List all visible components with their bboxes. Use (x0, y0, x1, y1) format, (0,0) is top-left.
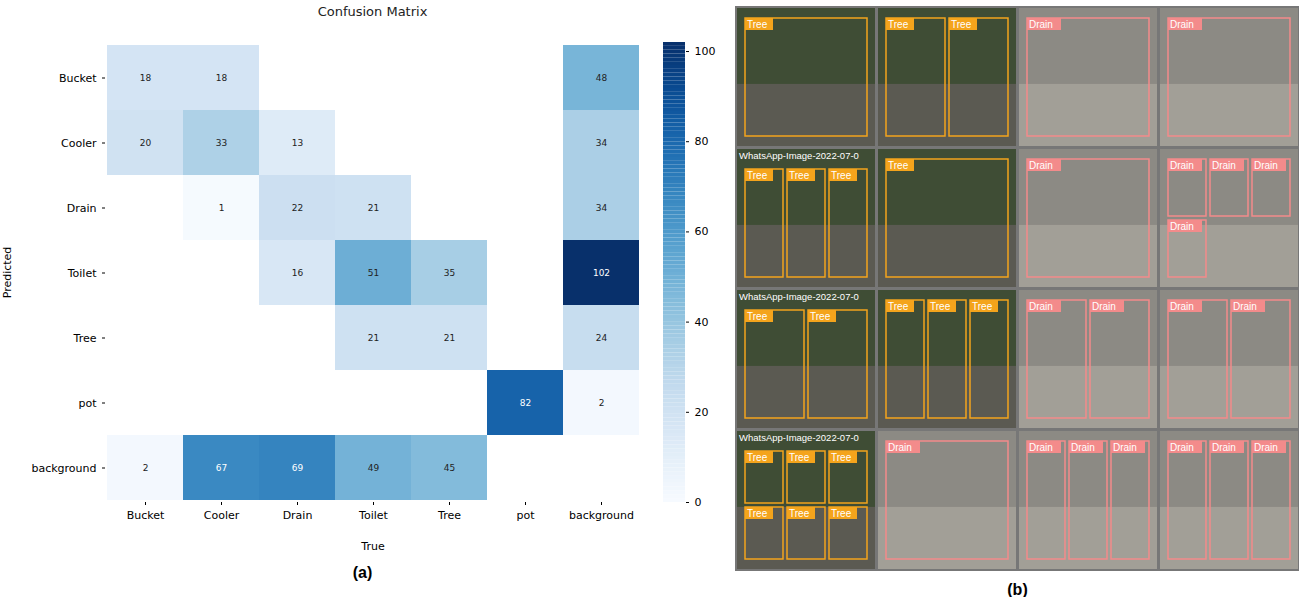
svg-text:Drain: Drain (1029, 301, 1053, 312)
svg-text:Cooler: Cooler (61, 137, 97, 150)
html-text:(b): (b) (1007, 581, 1028, 597)
svg-text:Tree: Tree (972, 301, 993, 312)
svg-text:22: 22 (292, 203, 303, 213)
svg-text:2: 2 (143, 463, 149, 473)
svg-text:Drain: Drain (1113, 442, 1137, 453)
svg-text:Tree: Tree (789, 508, 810, 519)
svg-text:Tree: Tree (831, 170, 852, 181)
svg-text:Drain: Drain (1029, 160, 1053, 171)
svg-text:Drain: Drain (1092, 301, 1116, 312)
svg-text:Drain: Drain (1254, 442, 1278, 453)
svg-text:Drain: Drain (1254, 160, 1278, 171)
svg-text:Tree: Tree (831, 508, 852, 519)
svg-text:Bucket: Bucket (127, 509, 165, 522)
svg-text:18: 18 (140, 73, 152, 83)
svg-text:40: 40 (695, 316, 709, 329)
svg-text:102: 102 (593, 268, 610, 278)
svg-text:82: 82 (520, 398, 531, 408)
svg-text:24: 24 (596, 333, 608, 343)
html-text:Confusion Matrix: Confusion Matrix (317, 4, 428, 19)
svg-text:Drain: Drain (1212, 442, 1236, 453)
svg-text:Drain: Drain (1233, 301, 1257, 312)
html-text:(a): (a) (352, 564, 373, 581)
svg-text:Drain: Drain (1170, 442, 1194, 453)
svg-text:Drain: Drain (888, 442, 912, 453)
svg-text:33: 33 (216, 138, 227, 148)
svg-text:Drain: Drain (1029, 442, 1053, 453)
svg-text:True: True (360, 540, 385, 553)
svg-text:Drain: Drain (1170, 19, 1194, 30)
svg-text:Drain: Drain (1170, 301, 1194, 312)
svg-text:Tree: Tree (747, 508, 768, 519)
svg-text:Tree: Tree (73, 332, 97, 345)
svg-text:background: background (569, 509, 634, 522)
svg-text:35: 35 (444, 268, 455, 278)
svg-text:20: 20 (695, 406, 709, 419)
svg-text:pot: pot (78, 397, 97, 410)
svg-text:2: 2 (599, 398, 605, 408)
svg-text:34: 34 (596, 203, 608, 213)
svg-text:21: 21 (368, 333, 379, 343)
svg-text:Drain: Drain (1170, 221, 1194, 232)
svg-text:Tree: Tree (789, 170, 810, 181)
svg-text:Tree: Tree (789, 452, 810, 463)
svg-text:16: 16 (292, 268, 304, 278)
svg-text:48: 48 (596, 73, 608, 83)
svg-text:69: 69 (292, 463, 304, 473)
svg-text:0: 0 (695, 496, 702, 509)
svg-text:Predicted: Predicted (1, 247, 14, 299)
svg-text:1: 1 (219, 203, 225, 213)
svg-text:Tree: Tree (437, 509, 461, 522)
svg-text:49: 49 (368, 463, 380, 473)
svg-text:Cooler: Cooler (204, 509, 240, 522)
svg-text:Tree: Tree (831, 452, 852, 463)
svg-text:Tree: Tree (888, 301, 909, 312)
svg-text:Tree: Tree (810, 311, 831, 322)
svg-text:Tree: Tree (888, 160, 909, 171)
svg-text:pot: pot (516, 509, 535, 522)
svg-text:Drain: Drain (1071, 442, 1095, 453)
svg-text:Toilet: Toilet (67, 267, 97, 280)
svg-text:background: background (31, 462, 96, 475)
svg-text:Tree: Tree (951, 19, 972, 30)
svg-text:80: 80 (695, 135, 709, 148)
svg-text:67: 67 (216, 463, 227, 473)
svg-text:Tree: Tree (747, 170, 768, 181)
svg-text:21: 21 (444, 333, 455, 343)
svg-text:Tree: Tree (747, 452, 768, 463)
svg-text:Tree: Tree (747, 311, 768, 322)
svg-text:20: 20 (140, 138, 152, 148)
svg-text:100: 100 (695, 45, 716, 58)
svg-text:18: 18 (216, 73, 228, 83)
svg-text:51: 51 (368, 268, 379, 278)
svg-text:60: 60 (695, 225, 709, 238)
svg-text:Toilet: Toilet (358, 509, 388, 522)
svg-text:45: 45 (444, 463, 455, 473)
svg-text:Drain: Drain (1212, 160, 1236, 171)
svg-text:WhatsApp-Image-2022-07-0: WhatsApp-Image-2022-07-0 (739, 150, 859, 161)
svg-text:Drain: Drain (283, 509, 313, 522)
svg-text:13: 13 (292, 138, 303, 148)
svg-text:Drain: Drain (1170, 160, 1194, 171)
svg-text:Tree: Tree (930, 301, 951, 312)
svg-text:Drain: Drain (67, 202, 97, 215)
svg-text:Tree: Tree (747, 19, 768, 30)
svg-text:Tree: Tree (888, 19, 909, 30)
svg-text:Bucket: Bucket (59, 72, 97, 85)
svg-text:34: 34 (596, 138, 608, 148)
svg-text:WhatsApp-Image-2022-07-0: WhatsApp-Image-2022-07-0 (739, 432, 859, 443)
svg-text:21: 21 (368, 203, 379, 213)
svg-text:Drain: Drain (1029, 19, 1053, 30)
svg-text:WhatsApp-Image-2022-07-0: WhatsApp-Image-2022-07-0 (739, 291, 859, 302)
